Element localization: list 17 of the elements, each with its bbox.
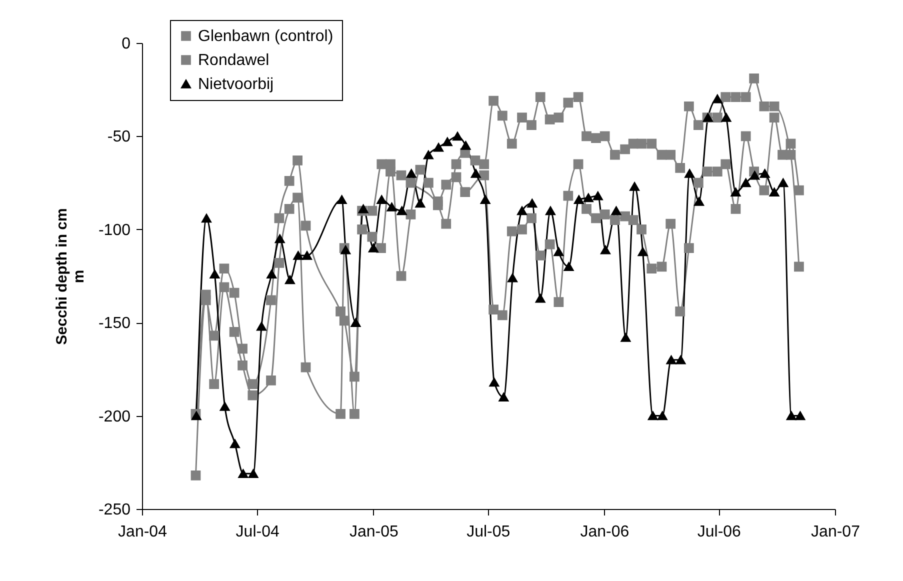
y-tick-label: -250 <box>98 502 131 518</box>
y-axis-title: Secchi depth in cm m <box>53 208 88 345</box>
x-tick-label: Jul-06 <box>697 524 742 540</box>
x-tick-label: Jan-05 <box>349 524 398 540</box>
x-tick-label: Jan-07 <box>811 524 860 540</box>
y-tick-label: 0 <box>122 36 131 52</box>
x-tick-label: Jan-04 <box>118 524 168 540</box>
legend-label: Rondawel <box>198 52 270 69</box>
y-tick-label: -100 <box>98 222 131 239</box>
legend-label: Glenbawn (control) <box>198 28 334 45</box>
x-tick-label: Jul-04 <box>236 524 280 540</box>
y-tick-label: -150 <box>98 315 131 332</box>
x-tick-label: Jul-05 <box>466 524 510 540</box>
x-tick-label: Jan-06 <box>580 524 630 540</box>
y-tick-label: -200 <box>98 408 131 426</box>
y-tick-label: -50 <box>107 128 131 146</box>
legend-label: Nietvoorbij <box>198 76 274 93</box>
